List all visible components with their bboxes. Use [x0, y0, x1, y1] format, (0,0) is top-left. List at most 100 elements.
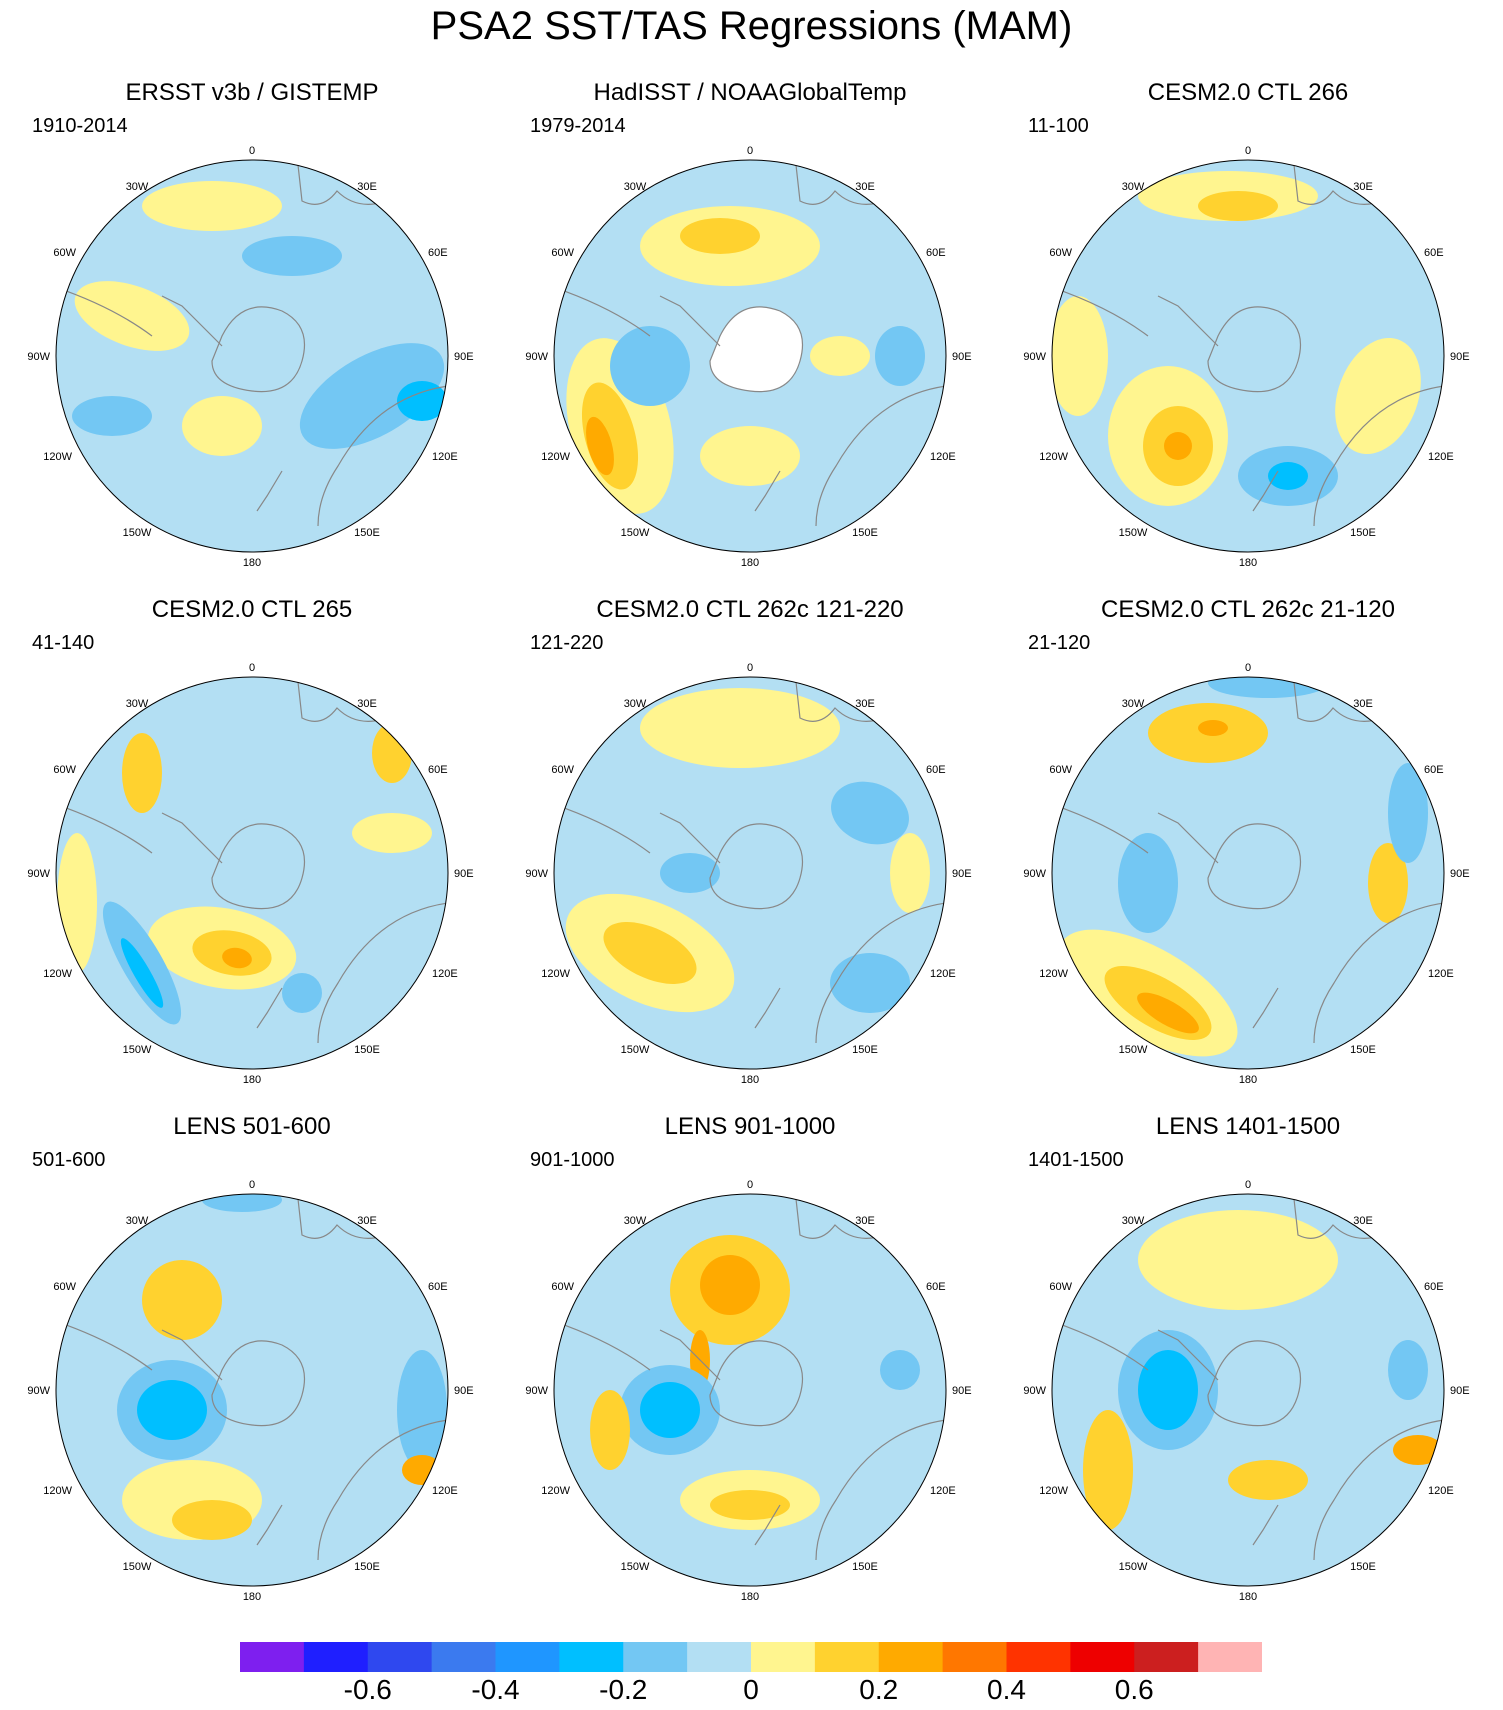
longitude-label: 0	[249, 1179, 255, 1191]
map-panel-2: HadISST / NOAAGlobalTemp 1979-2014 0 30W 3…	[520, 78, 980, 588]
peninsula-coast	[659, 812, 721, 864]
map-panel-8: LENS 901-1000 901-1000 0 30W 30E 60W 60E 90W 9…	[520, 1112, 980, 1622]
polar-map: 0 30W 30E 60W 60E 90W 90E 120W 120E 150W 150E 180	[1023, 145, 1469, 569]
anomaly-contour	[352, 813, 432, 853]
anomaly-contour	[700, 426, 800, 486]
map-border	[553, 159, 947, 553]
peninsula-coast	[1157, 1329, 1219, 1381]
longitude-label: 30W	[624, 698, 647, 710]
longitude-label: 30W	[624, 1215, 647, 1227]
longitude-label: 30W	[126, 1215, 149, 1227]
map-field	[554, 160, 946, 552]
new-zealand-coast	[1252, 1504, 1279, 1546]
longitude-label: 60E	[926, 764, 946, 776]
longitude-label: 90W	[27, 1385, 50, 1397]
longitude-label: 150W	[1119, 1561, 1148, 1573]
colorbar	[240, 1642, 1262, 1672]
longitude-label: 150E	[852, 1561, 878, 1573]
longitude-label: 150W	[123, 1561, 152, 1573]
longitude-label: 30W	[1122, 181, 1145, 193]
anomaly-contour	[74, 281, 190, 351]
panel-title: ERSST v3b / GISTEMP	[125, 79, 379, 106]
anomaly-contour	[402, 1455, 442, 1485]
longitude-label: 150E	[1350, 527, 1376, 539]
longitude-label: 30E	[855, 698, 875, 710]
antarctica-coast	[709, 306, 804, 393]
longitude-label: 0	[747, 145, 753, 157]
longitude-label: 120W	[43, 1485, 72, 1497]
longitude-label: 0	[1245, 145, 1251, 157]
longitude-label: 120W	[1039, 968, 1068, 980]
anomaly-contour	[810, 336, 870, 376]
colorbar-swatch	[878, 1642, 944, 1672]
polar-map: 0 30W 30E 60W 60E 90W 90E 120W 120E 150W 150E 180	[27, 145, 473, 569]
map-panel-5: CESM2.0 CTL 262c 121-220 121-220 0 30W 30E…	[520, 595, 980, 1105]
anomaly-contour	[1393, 1435, 1443, 1465]
longitude-label: 60E	[1424, 764, 1444, 776]
map-panel-4: CESM2.0 CTL 265 41-140 0 30W 30E 60W 60E 90W 9…	[22, 595, 482, 1105]
ocean-background	[56, 160, 448, 552]
antarctica-coast	[1207, 306, 1302, 393]
longitude-label: 60E	[1424, 247, 1444, 259]
anomaly-contour	[1388, 763, 1428, 863]
anomaly-contour	[397, 381, 447, 421]
colorbar-labels: -0.6 -0.4 -0.2 0 0.2 0.4 0.6	[240, 1672, 1262, 1708]
africa-coast	[296, 1194, 388, 1239]
longitude-label: 120W	[43, 451, 72, 463]
longitude-label: 120W	[1039, 1485, 1068, 1497]
ocean-background	[56, 1194, 448, 1586]
longitude-label: 30E	[1353, 698, 1373, 710]
map-panel-7: LENS 501-600 501-600 0 30W 30E 60W 60E 90W 90E…	[22, 1112, 482, 1622]
longitude-label: 150E	[354, 527, 380, 539]
panel-title: CESM2.0 CTL 262c 21-120	[1101, 596, 1395, 623]
anomaly-contour	[202, 1194, 282, 1212]
longitude-label: 150W	[123, 1044, 152, 1056]
anomaly-contour	[700, 1255, 760, 1315]
longitude-label: 120E	[1428, 451, 1454, 463]
colorbar-tick-label: 0.2	[859, 1674, 899, 1705]
colorbar-swatch	[942, 1642, 1007, 1672]
africa-coast	[1292, 677, 1384, 722]
longitude-label: 180	[243, 1591, 261, 1603]
longitude-label: 30W	[1122, 698, 1145, 710]
anomaly-contour	[142, 1260, 222, 1340]
longitude-label: 120W	[541, 451, 570, 463]
colorbar-swatch	[431, 1642, 496, 1672]
antarctica-coast	[211, 823, 306, 910]
peninsula-coast	[1157, 295, 1219, 347]
longitude-label: 60W	[551, 764, 574, 776]
anomaly-contour	[172, 1500, 252, 1540]
longitude-label: 60E	[428, 247, 448, 259]
longitude-label: 30E	[1353, 1215, 1373, 1227]
longitude-label: 150E	[852, 1044, 878, 1056]
anomaly-contour	[120, 938, 164, 1008]
anomaly-contour	[1388, 1340, 1428, 1400]
anomaly-contour	[640, 1382, 700, 1438]
longitude-label: 120E	[930, 451, 956, 463]
anomaly-contour	[590, 1390, 630, 1470]
africa-coast	[1292, 160, 1384, 205]
longitude-label: 60E	[926, 1281, 946, 1293]
colorbar-swatch	[559, 1642, 624, 1672]
anomaly-contour	[1137, 992, 1199, 1034]
colorbar-swatch	[1006, 1642, 1071, 1672]
longitude-label: 150E	[354, 1561, 380, 1573]
anomaly-contour	[1268, 462, 1308, 490]
longitude-label: 30W	[1122, 1215, 1145, 1227]
antarctica-coast	[1207, 1340, 1302, 1427]
anomaly-contour	[1164, 432, 1192, 460]
map-field	[1052, 1194, 1444, 1586]
map-border	[553, 676, 947, 1070]
anomaly-contour	[875, 326, 925, 386]
map-border	[1051, 1193, 1445, 1587]
longitude-label: 180	[1239, 1074, 1257, 1086]
anomaly-contour	[299, 343, 445, 449]
map-field	[1052, 677, 1444, 1069]
map-field	[56, 160, 448, 552]
anomaly-contour	[1198, 191, 1278, 221]
longitude-label: 90E	[454, 868, 474, 880]
longitude-label: 150W	[621, 1044, 650, 1056]
colorbar-tick-label: -0.4	[471, 1674, 520, 1705]
anomaly-contour	[1208, 677, 1328, 698]
polar-map: 0 30W 30E 60W 60E 90W 90E 120W 120E 150W 150E 180	[525, 145, 971, 569]
